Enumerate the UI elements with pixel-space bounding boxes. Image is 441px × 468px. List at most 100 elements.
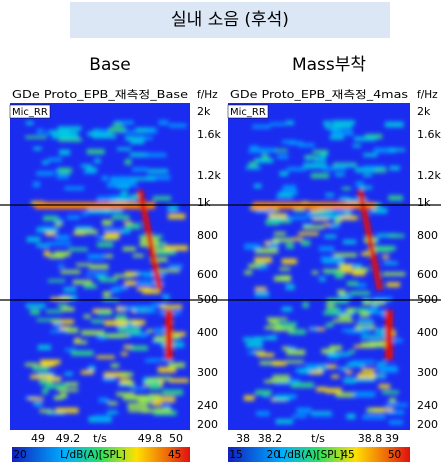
spectrogram-cell <box>84 284 97 289</box>
spectrogram-cell <box>361 342 384 347</box>
spectrogram-cell <box>306 364 327 369</box>
spectrogram-cell <box>125 159 132 165</box>
spectrogram-cell <box>93 134 116 138</box>
spectrogram-cell <box>103 291 111 297</box>
spectrogram-cell <box>327 307 341 311</box>
spectrogram-cell <box>55 408 78 414</box>
spectrogram-cell <box>377 362 387 365</box>
spectrogram-cell <box>97 129 110 134</box>
spectrogram-cell <box>128 403 149 408</box>
spectrogram-cell <box>98 311 112 316</box>
spectrogram-cell <box>265 326 282 329</box>
spectrogram-cell <box>147 378 155 383</box>
spectrogram-cell <box>132 320 145 325</box>
spectrogram-cell <box>384 262 398 265</box>
spectrogram-cell <box>59 131 78 137</box>
spectrogram-cell <box>112 215 129 220</box>
spectrogram-cell <box>323 167 346 171</box>
spectrogram-cell <box>42 388 48 394</box>
spectrogram-cell <box>130 140 144 145</box>
spectrogram-cell <box>333 319 354 322</box>
y-tick-label: 600 <box>417 268 438 281</box>
spectrogram-cell <box>269 320 279 325</box>
spectrogram-cell <box>42 226 52 229</box>
spectrogram-cell <box>149 394 161 399</box>
spectrogram-cell <box>326 388 342 394</box>
spectrogram-cell <box>116 392 134 396</box>
spectrogram-cell <box>362 368 375 372</box>
spectrogram-cell <box>346 308 353 313</box>
spectrogram-cell <box>360 312 370 317</box>
spectrogram-cell <box>124 281 136 286</box>
edge <box>165 310 173 360</box>
spectrogram-cell <box>334 124 352 129</box>
spectrogram-cell <box>326 323 333 328</box>
spectrogram-cell <box>128 409 148 413</box>
spectrogram-cell <box>162 389 183 395</box>
spectrogram-cell <box>373 297 392 302</box>
spectrogram-cell <box>274 396 291 401</box>
spectrogram-cell <box>354 378 375 381</box>
y-tick-label: 1k <box>417 196 431 209</box>
spectrogram-cell <box>97 242 113 247</box>
panel-header: GDe Proto_EPB_재측정_4mas <box>230 89 408 101</box>
spectrogram-cell <box>57 174 69 179</box>
spectrogram-cell <box>323 121 331 126</box>
spectrogram-cell <box>303 302 309 308</box>
spectrogram-cell <box>169 378 189 382</box>
spectrogram-cell <box>389 398 396 403</box>
spectrogram-cell <box>357 283 367 287</box>
spectrogram-cell <box>76 263 91 266</box>
spectrogram-cell <box>259 266 268 270</box>
spectrogram-cell <box>55 222 63 226</box>
spectrogram-cell <box>37 129 44 134</box>
spectrogram-cell <box>286 121 294 125</box>
spectrogram-cell <box>300 369 309 372</box>
spectrogram-cell <box>279 171 288 176</box>
spectrogram-cell <box>252 125 270 129</box>
spectrogram-cell <box>37 319 60 322</box>
spectrogram-cell <box>94 159 100 164</box>
spectrogram-cell <box>277 194 293 199</box>
spectrogram-cell <box>44 251 50 257</box>
spectrogram-cell <box>311 412 332 417</box>
spectrogram-cell <box>96 355 114 358</box>
spectrogram-cell <box>81 164 92 167</box>
spectrogram-cell <box>104 320 126 326</box>
spectrogram-cell <box>293 237 303 240</box>
spectrogram-cell <box>59 150 70 156</box>
spectrogram-cell <box>102 220 112 226</box>
spectrogram-cell <box>168 214 185 220</box>
spectrogram-cell <box>329 345 342 350</box>
spectrogram-cell <box>26 121 34 125</box>
x-tick-label: 38.8 <box>358 432 383 445</box>
unit-label: f/Hz <box>197 89 218 101</box>
colorbar-label: 50 <box>388 449 401 461</box>
spectrogram-cell <box>156 408 171 413</box>
spectrogram-cell <box>279 267 290 270</box>
spectrogram-cell <box>58 264 65 267</box>
spectrogram-cell <box>353 144 362 147</box>
spectrogram-cell <box>325 270 343 274</box>
spectrogram-cell <box>286 243 294 248</box>
spectrogram-cell <box>357 320 373 324</box>
title: 실내 소음 (후석) <box>171 10 289 30</box>
spectrogram-cell <box>126 223 140 229</box>
y-tick-label: 1k <box>197 196 211 209</box>
spectrogram-cell <box>256 158 273 163</box>
spectrogram-cell <box>286 360 304 363</box>
x-tick-label: t/s <box>311 432 325 445</box>
spectrogram-cell <box>144 153 166 157</box>
spectrogram-cell <box>132 177 156 181</box>
spectrogram-cell <box>27 237 41 242</box>
spectrogram-cell <box>244 244 260 250</box>
spectrogram-cell <box>87 149 105 154</box>
spectrogram-cell <box>334 219 341 223</box>
spectrogram-cell <box>385 122 404 128</box>
spectrogram-cell <box>121 352 128 355</box>
x-tick-label: 49.8 <box>138 432 163 445</box>
spectrogram-cell <box>105 254 113 258</box>
spectrogram-cell <box>298 232 318 236</box>
spectrogram-cell <box>362 415 385 419</box>
spectrogram-cell <box>316 387 326 392</box>
